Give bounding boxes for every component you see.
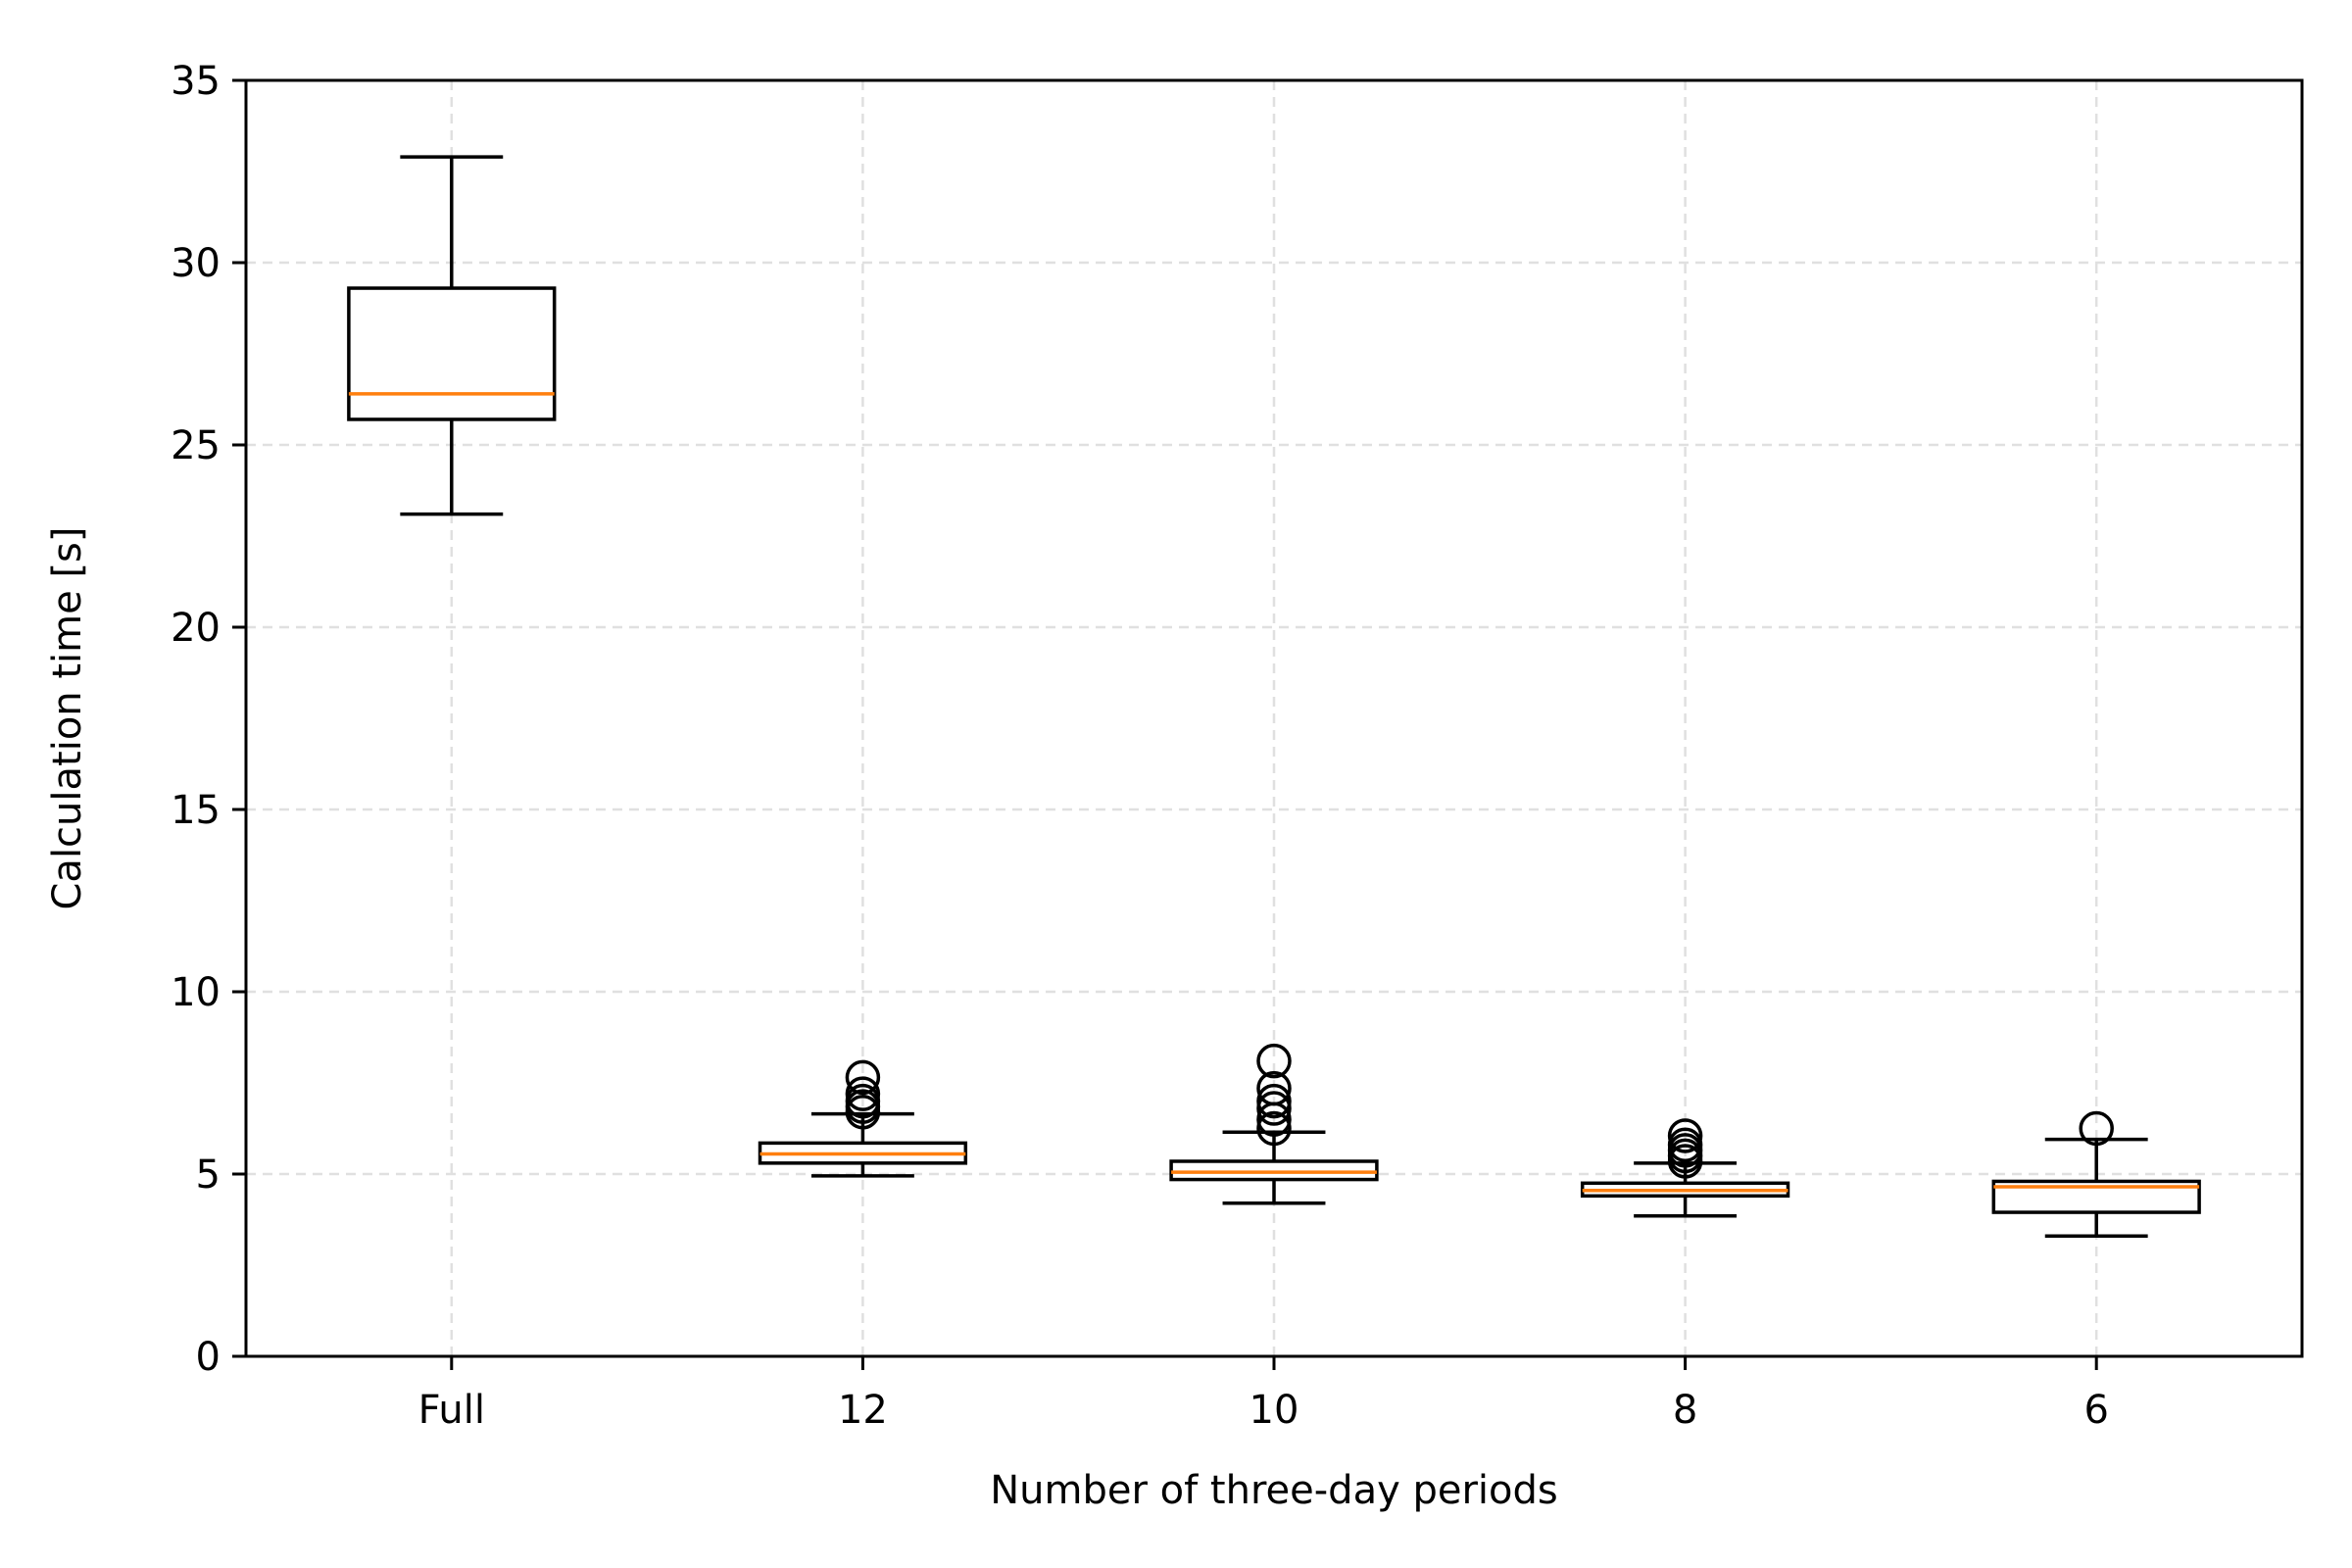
box-group [347,155,557,516]
box-group [1580,1118,1790,1218]
y-tick-label: 25 [171,423,220,468]
outlier-point [845,1076,881,1111]
y-tick-label: 10 [171,970,220,1015]
outlier-point [1256,1083,1292,1119]
x-tick-label: Full [418,1388,485,1433]
ticks-layer: 0 5 10 15 20 25 30 35 Full 12 10 8 6 [171,59,2109,1433]
outlier-point [845,1059,881,1096]
y-axis-title: Calculation time [s] [45,527,90,910]
y-tick-label: 5 [196,1152,220,1198]
outlier-point [1256,1070,1292,1106]
box-iqr [1169,1159,1379,1182]
y-tick-label: 15 [171,788,220,833]
y-tick-label: 20 [171,606,220,651]
outlier-point [1667,1118,1703,1153]
outlier-point [1256,1110,1292,1147]
x-tick-label: 12 [838,1388,888,1433]
x-axis-title: Number of three-day periods [990,1468,1557,1513]
box-group [1991,1110,2201,1238]
box-group [1169,1043,1379,1205]
x-tick-label: 8 [1673,1388,1697,1433]
x-tick-label: 6 [2083,1388,2108,1433]
boxes-layer [347,155,2201,1238]
x-tick-label: 10 [1250,1388,1299,1433]
y-tick-label: 30 [171,241,220,286]
outlier-point [2079,1110,2114,1147]
grid-layer [246,80,2302,1356]
y-tick-label: 0 [196,1335,220,1380]
outlier-point [1256,1043,1292,1079]
box-iqr [347,286,557,421]
box-group [758,1059,968,1178]
y-tick-label: 35 [171,59,220,104]
outlier-point [1667,1127,1703,1162]
